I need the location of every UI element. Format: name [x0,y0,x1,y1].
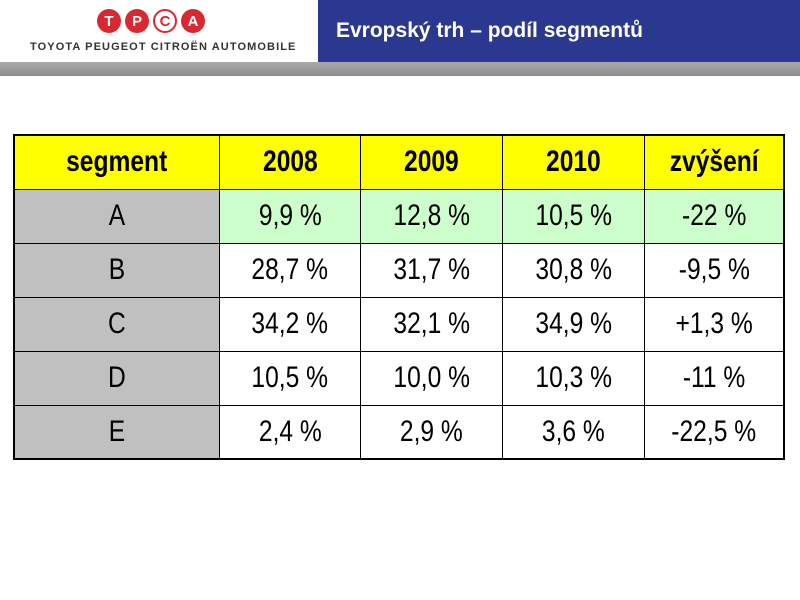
table-row: A 9,9 % 12,8 % 10,5 % -22 % [13,188,785,244]
logo-letter-c: C [153,9,177,33]
table-row: C 34,2 % 32,1 % 34,9 % +1,3 % [13,296,785,352]
logo-company-name: TOYOTA PEUGEOT CITROËN AUTOMOBILE [30,41,297,53]
segment-cell: D [13,350,220,406]
change-cell: -9,5 % [643,242,785,298]
value-cell-2008: 34,2 % [218,296,362,352]
header-divider-bar [0,62,800,76]
value-cell-2009: 2,9 % [360,404,504,460]
value-cell-2010: 3,6 % [502,404,645,460]
column-header-change: zvýšení [643,134,785,190]
column-header-2009: 2009 [360,134,504,190]
table-row: D 10,5 % 10,0 % 10,3 % -11 % [13,350,785,406]
slide-title: Evropský trh – podíl segmentů [336,19,643,42]
slide-header: T P C A TOYOTA PEUGEOT CITROËN AUTOMOBIL… [0,0,800,62]
logo-letter-p: P [125,9,149,33]
column-header-2008: 2008 [218,134,362,190]
value-cell-2010: 10,3 % [502,350,645,406]
value-cell-2010: 30,8 % [502,242,645,298]
table-row: E 2,4 % 2,9 % 3,6 % -22,5 % [13,404,785,460]
table-row: B 28,7 % 31,7 % 30,8 % -9,5 % [13,242,785,298]
segment-cell: C [13,296,220,352]
logo-letter-a: A [181,9,205,33]
segment-cell: A [13,188,220,244]
logo-letters: T P C A [97,9,205,33]
value-cell-2008: 2,4 % [218,404,362,460]
table-header-row: segment 2008 2009 2010 zvýšení [13,134,785,190]
value-cell-2008: 28,7 % [218,242,362,298]
value-cell-2008: 10,5 % [218,350,362,406]
tpca-logo: T P C A TOYOTA PEUGEOT CITROËN AUTOMOBIL… [0,0,318,62]
change-cell: +1,3 % [643,296,785,352]
segment-share-table: segment 2008 2009 2010 zvýšení A 9,9 % 1… [13,134,785,460]
column-header-2010: 2010 [502,134,645,190]
value-cell-2009: 10,0 % [360,350,504,406]
segment-cell: E [13,404,220,460]
value-cell-2010: 34,9 % [502,296,645,352]
value-cell-2010: 10,5 % [502,188,645,244]
change-cell: -22,5 % [643,404,785,460]
value-cell-2008: 9,9 % [218,188,362,244]
title-banner: Evropský trh – podíl segmentů [318,0,800,62]
value-cell-2009: 32,1 % [360,296,504,352]
value-cell-2009: 31,7 % [360,242,504,298]
segment-cell: B [13,242,220,298]
column-header-segment: segment [13,134,220,190]
value-cell-2009: 12,8 % [360,188,504,244]
logo-letter-t: T [97,9,121,33]
change-cell: -11 % [643,350,785,406]
change-cell: -22 % [643,188,785,244]
